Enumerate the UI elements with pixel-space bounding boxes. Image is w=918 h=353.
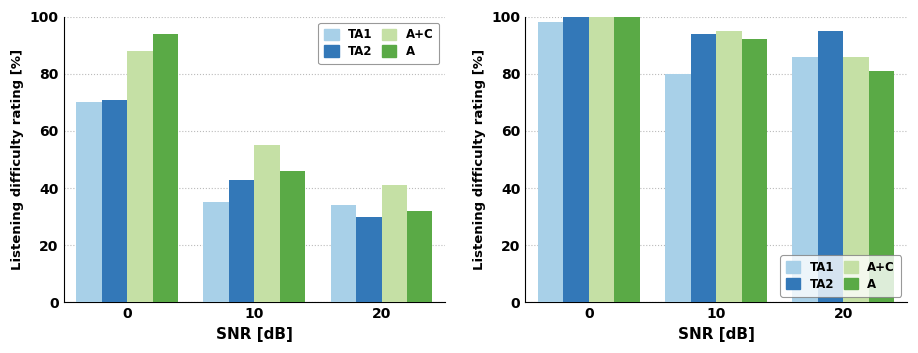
Bar [76,102,102,303]
Bar [330,205,356,303]
Bar [614,17,640,303]
X-axis label: SNR [dB]: SNR [dB] [216,327,293,342]
Bar [538,22,564,303]
Bar [818,31,844,303]
Bar [407,211,432,303]
Bar [356,217,382,303]
Bar [102,100,127,303]
Y-axis label: Listening difficulty rating [%]: Listening difficulty rating [%] [11,49,24,270]
Bar [844,56,868,303]
Bar [742,40,767,303]
Bar [254,145,280,303]
Bar [127,51,152,303]
Bar [868,71,894,303]
Bar [280,171,305,303]
Legend: TA1, TA2, A+C, A: TA1, TA2, A+C, A [780,255,901,297]
Bar [666,74,690,303]
Bar [589,17,614,303]
Bar [382,185,407,303]
Bar [229,180,254,303]
Y-axis label: Listening difficulty rating [%]: Listening difficulty rating [%] [473,49,486,270]
Bar [716,31,742,303]
Bar [792,56,818,303]
Legend: TA1, TA2, A+C, A: TA1, TA2, A+C, A [319,23,439,64]
X-axis label: SNR [dB]: SNR [dB] [677,327,755,342]
Bar [564,17,589,303]
Bar [152,34,178,303]
Bar [204,202,229,303]
Bar [690,34,716,303]
